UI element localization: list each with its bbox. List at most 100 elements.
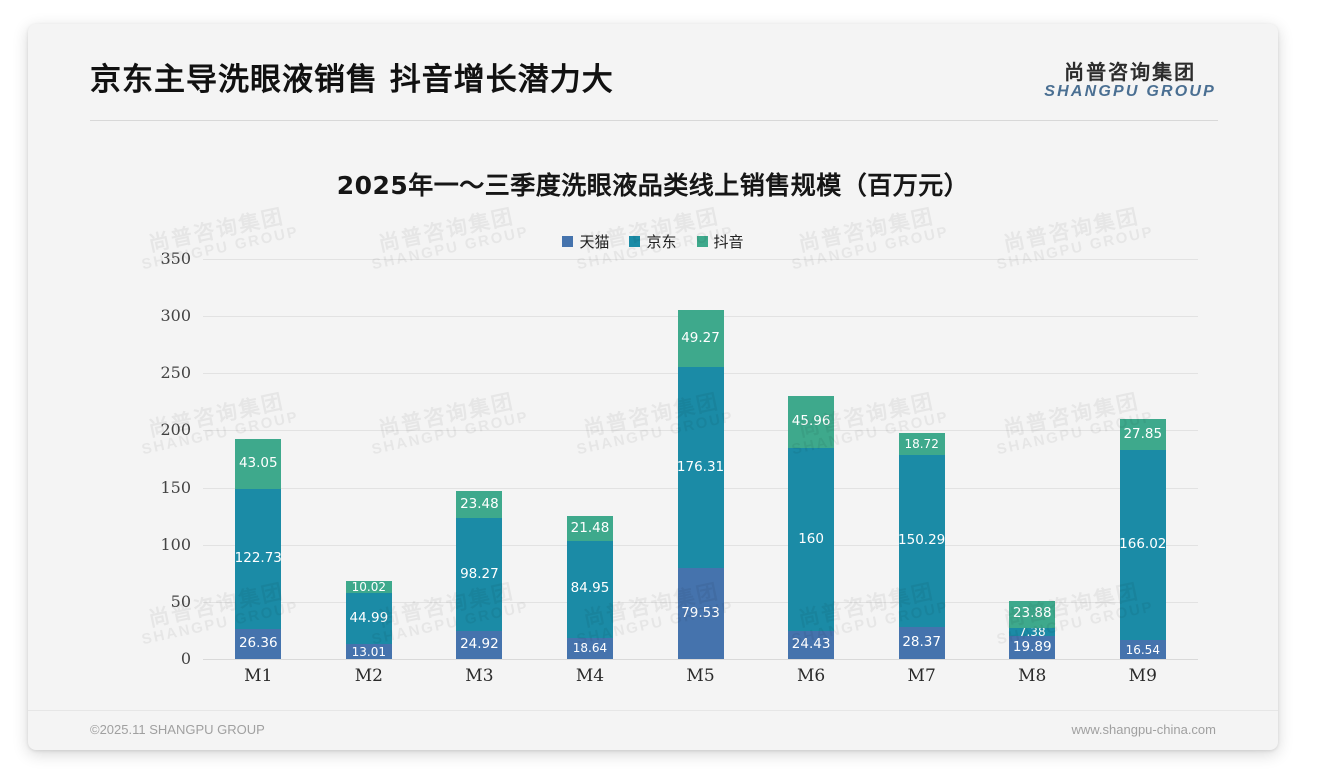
y-tick-label: 350 <box>160 249 191 268</box>
bar-group-M7[interactable]: 28.37 150.29 18.72 <box>866 259 977 659</box>
bar-value-label: 84.95 <box>570 580 610 597</box>
slide-header: 京东主导洗眼液销售 抖音增长潜力大 尚普咨询集团 SHANGPU GROUP <box>28 24 1278 121</box>
bar-stack: 16.54 166.02 27.85 <box>1119 418 1167 659</box>
legend-label: 天猫 <box>579 233 610 251</box>
brand-logo: 尚普咨询集团 SHANGPU GROUP <box>1044 62 1216 101</box>
plot-area: 350 300 250 200 150 100 50 0 26.36 122.73 43.05 13… <box>135 249 1220 686</box>
bar-segment-抖音[interactable]: 49.27 <box>677 310 724 367</box>
footer-website[interactable]: www.shangpu-china.com <box>1071 722 1216 737</box>
legend-label: 抖音 <box>713 233 744 251</box>
bar-segment-京东[interactable]: 176.31 <box>677 366 724 569</box>
bar-segment-天猫[interactable]: 13.01 <box>345 644 392 659</box>
header-divider <box>90 120 1218 121</box>
bar-value-label: 150.29 <box>898 531 946 548</box>
legend-label: 京东 <box>646 233 677 251</box>
y-tick-label: 200 <box>160 420 191 440</box>
legend-item-抖音[interactable]: 抖音 <box>696 231 744 252</box>
bar-group-M5[interactable]: 79.53 176.31 49.27 <box>645 259 756 659</box>
bar-stack: 26.36 122.73 43.05 <box>234 439 282 659</box>
bar-segment-抖音[interactable]: 21.48 <box>566 516 613 541</box>
bar-value-label: 45.96 <box>791 413 831 430</box>
bar-segment-抖音[interactable]: 43.05 <box>235 439 282 489</box>
bar-segment-天猫[interactable]: 79.53 <box>677 568 724 659</box>
bar-value-label: 27.85 <box>1123 425 1163 442</box>
x-tick-M6: M6 <box>796 666 826 686</box>
bar-segment-抖音[interactable]: 18.72 <box>898 433 945 455</box>
bar-stack: 79.53 176.31 49.27 <box>677 310 724 659</box>
footer-divider <box>28 710 1278 711</box>
bar-group-M6[interactable]: 24.43 160 45.96 <box>756 259 867 659</box>
bar-segment-天猫[interactable]: 19.89 <box>1009 636 1056 659</box>
bar-value-label: 7.38 <box>1018 625 1046 640</box>
legend-swatch-icon <box>562 236 574 247</box>
grid-row: 350 <box>135 249 1220 268</box>
legend-item-京东[interactable]: 京东 <box>629 231 677 252</box>
bar-group-M1[interactable]: 26.36 122.73 43.05 <box>203 259 314 659</box>
bar-value-label: 98.27 <box>460 565 499 582</box>
bar-value-label: 166.02 <box>1119 536 1167 553</box>
slide-card: 尚普咨询集团 SHANGPU GROUP 尚普咨询集团 SHANGPU GROUP 尚普… <box>28 24 1278 750</box>
bar-value-label: 79.53 <box>681 604 720 621</box>
bar-value-label: 24.43 <box>791 636 831 653</box>
x-tick-M3: M3 <box>465 666 494 686</box>
bar-stack: 24.43 160 45.96 <box>788 395 835 659</box>
bar-segment-京东[interactable]: 160 <box>788 448 835 632</box>
bar-value-label: 122.73 <box>234 550 282 566</box>
y-tick-label: 150 <box>160 477 191 497</box>
grid-line <box>203 259 1198 260</box>
bar-stack: 13.01 44.99 10.02 <box>345 581 392 659</box>
y-tick-label: 0 <box>180 649 191 668</box>
bar-segment-京东[interactable]: 84.95 <box>566 540 613 638</box>
bar-value-label: 19.89 <box>1012 638 1052 655</box>
bar-stack: 24.92 98.27 23.48 <box>456 491 503 659</box>
x-tick-M2: M2 <box>354 666 383 686</box>
bar-segment-京东[interactable]: 7.38 <box>1009 625 1056 640</box>
legend-item-天猫[interactable]: 天猫 <box>562 231 609 252</box>
footer-copyright: ©2025.11 SHANGPU GROUP <box>90 722 265 737</box>
bar-segment-京东[interactable]: 98.27 <box>456 518 503 631</box>
chart-legend: 天猫 京东 抖音 <box>28 231 1278 252</box>
bar-segment-京东[interactable]: 150.29 <box>898 454 946 627</box>
bar-group-M9[interactable]: 16.54 166.02 27.85 <box>1088 259 1199 659</box>
bar-value-label: 16.54 <box>1125 642 1160 657</box>
x-axis-labels: M1 M2 M3 M4 M5 M6 M7 M8 M9 <box>203 659 1198 693</box>
bar-value-label: 23.88 <box>1012 605 1052 622</box>
bar-segment-天猫[interactable]: 16.54 <box>1119 640 1166 659</box>
bar-value-label: 43.05 <box>238 455 278 472</box>
bar-value-label: 18.64 <box>572 641 608 656</box>
y-tick-label: 100 <box>160 534 191 554</box>
bar-segment-抖音[interactable]: 23.48 <box>456 491 503 519</box>
bar-segment-抖音[interactable]: 27.85 <box>1119 418 1166 451</box>
x-tick-M5: M5 <box>686 666 715 686</box>
bar-segment-天猫[interactable]: 24.43 <box>788 631 835 659</box>
bar-segment-京东[interactable]: 122.73 <box>234 488 282 629</box>
x-tick-M4: M4 <box>575 666 605 686</box>
bar-group-M3[interactable]: 24.92 98.27 23.48 <box>424 259 535 659</box>
page-title: 京东主导洗眼液销售 抖音增长潜力大 <box>90 62 614 98</box>
bar-segment-抖音[interactable]: 45.96 <box>788 395 835 449</box>
bar-segment-天猫[interactable]: 18.64 <box>566 637 613 659</box>
x-tick-M8: M8 <box>1018 666 1047 686</box>
bar-segment-抖音[interactable]: 10.02 <box>345 581 392 593</box>
brand-logo-en: SHANGPU GROUP <box>1044 83 1216 100</box>
bar-group-M8[interactable]: 19.89 7.38 23.88 <box>977 259 1088 659</box>
x-axis-baseline <box>203 659 1198 660</box>
bar-stack: 19.89 7.38 23.88 <box>1009 600 1056 659</box>
bar-group-M4[interactable]: 18.64 84.95 21.48 <box>535 259 646 659</box>
bar-segment-天猫[interactable]: 28.37 <box>898 626 945 659</box>
bar-group-M2[interactable]: 13.01 44.99 10.02 <box>314 259 425 659</box>
bar-segment-天猫[interactable]: 24.92 <box>456 630 503 659</box>
bar-segment-京东[interactable]: 166.02 <box>1119 450 1167 641</box>
bar-value-label: 28.37 <box>902 634 941 651</box>
bar-value-label: 26.36 <box>238 635 278 652</box>
bar-segment-天猫[interactable]: 26.36 <box>235 628 282 659</box>
bar-value-label: 160 <box>798 530 824 547</box>
brand-logo-cn: 尚普咨询集团 <box>1064 60 1197 84</box>
bar-value-label: 23.48 <box>460 496 499 513</box>
legend-swatch-icon <box>629 236 641 247</box>
bar-segment-京东[interactable]: 44.99 <box>345 592 392 645</box>
y-tick-label: 300 <box>160 306 191 326</box>
bar-value-label: 49.27 <box>681 329 720 346</box>
bar-segment-抖音[interactable]: 23.88 <box>1009 600 1056 628</box>
bars-area: 26.36 122.73 43.05 13.01 44.99 10.02 24.92 98.2… <box>203 259 1198 659</box>
